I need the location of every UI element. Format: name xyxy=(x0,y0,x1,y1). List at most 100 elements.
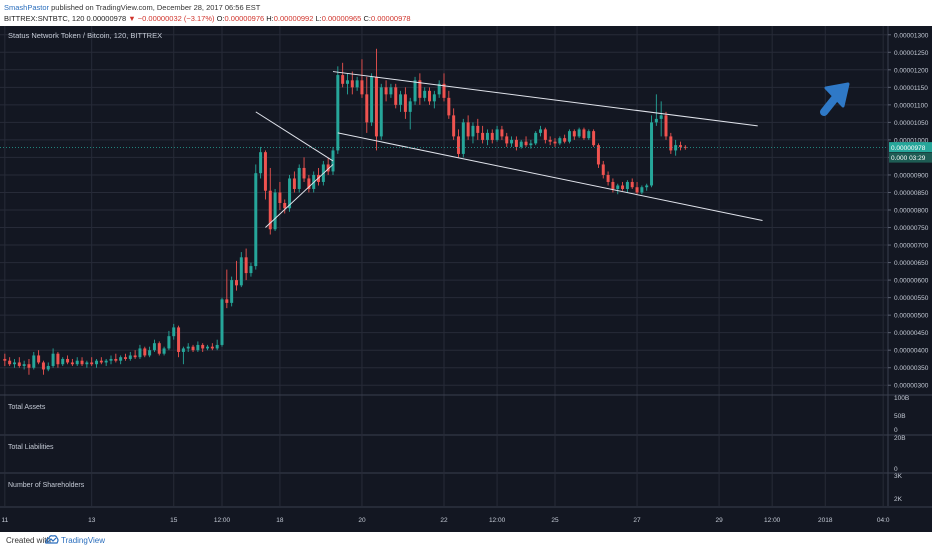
candle-body[interactable] xyxy=(558,138,562,144)
candle-body[interactable] xyxy=(592,131,596,146)
candle-body[interactable] xyxy=(8,360,12,365)
candle-body[interactable] xyxy=(548,139,552,142)
trendline[interactable] xyxy=(332,71,758,127)
candle-body[interactable] xyxy=(191,346,195,351)
trendline[interactable] xyxy=(337,132,763,222)
candle-body[interactable] xyxy=(379,87,383,137)
candle-body[interactable] xyxy=(437,83,441,95)
candle-body[interactable] xyxy=(143,348,147,356)
candle-body[interactable] xyxy=(167,336,171,349)
candle-body[interactable] xyxy=(128,355,132,359)
candle-body[interactable] xyxy=(273,192,277,230)
candle-body[interactable] xyxy=(119,357,123,361)
candle-body[interactable] xyxy=(654,118,658,123)
candle-body[interactable] xyxy=(225,299,229,303)
candle-body[interactable] xyxy=(302,167,306,179)
price-axis[interactable]: 0.00001300 0.00001250 0.00001200 0.00001150… xyxy=(887,26,932,506)
candle-body[interactable] xyxy=(114,358,118,361)
candle-body[interactable] xyxy=(215,344,219,349)
candle-body[interactable] xyxy=(650,122,654,186)
candle-body[interactable] xyxy=(148,350,152,356)
candle-body[interactable] xyxy=(288,178,292,209)
candle-body[interactable] xyxy=(345,80,349,84)
candle-body[interactable] xyxy=(283,202,287,209)
chart-area[interactable]: Status Network Token / Bitcoin, 120, BIT… xyxy=(0,26,932,532)
candle-body[interactable] xyxy=(172,327,176,337)
candle-body[interactable] xyxy=(408,101,412,112)
candle-body[interactable] xyxy=(529,143,533,146)
candle-body[interactable] xyxy=(428,90,432,102)
candle-body[interactable] xyxy=(635,187,639,193)
candle-body[interactable] xyxy=(514,139,518,147)
candle-body[interactable] xyxy=(572,131,576,137)
candle-body[interactable] xyxy=(75,360,79,365)
candles[interactable] xyxy=(3,48,687,375)
candle-body[interactable] xyxy=(307,178,311,189)
candle-body[interactable] xyxy=(206,346,210,349)
price-chart[interactable]: Status Network Token / Bitcoin, 120, BIT… xyxy=(0,26,932,532)
candle-body[interactable] xyxy=(659,115,663,119)
candle-body[interactable] xyxy=(399,94,403,105)
candle-body[interactable] xyxy=(234,280,238,286)
candle-body[interactable] xyxy=(104,360,108,363)
candle-body[interactable] xyxy=(418,80,422,98)
candle-body[interactable] xyxy=(630,181,634,188)
tradingview-link[interactable]: TradingView xyxy=(61,536,106,545)
candle-body[interactable] xyxy=(177,327,181,352)
candle-body[interactable] xyxy=(432,94,436,102)
candle-body[interactable] xyxy=(678,145,682,147)
candle-body[interactable] xyxy=(109,358,113,361)
candle-body[interactable] xyxy=(365,94,369,123)
candle-body[interactable] xyxy=(244,257,248,274)
candle-body[interactable] xyxy=(466,122,470,137)
candle-body[interactable] xyxy=(664,115,668,137)
candle-body[interactable] xyxy=(181,348,185,352)
candle-body[interactable] xyxy=(162,348,166,354)
candle-body[interactable] xyxy=(490,132,494,140)
candle-body[interactable] xyxy=(543,129,547,140)
candle-body[interactable] xyxy=(85,362,89,365)
candle-body[interactable] xyxy=(519,141,523,147)
candle-body[interactable] xyxy=(461,122,465,154)
candle-body[interactable] xyxy=(370,76,374,123)
candle-body[interactable] xyxy=(196,344,200,351)
trendlines[interactable] xyxy=(255,71,763,228)
candle-body[interactable] xyxy=(567,131,571,142)
candle-body[interactable] xyxy=(481,132,485,140)
candle-body[interactable] xyxy=(495,129,499,140)
candle-body[interactable] xyxy=(587,131,591,139)
candle-body[interactable] xyxy=(278,192,282,203)
candle-body[interactable] xyxy=(336,75,340,151)
candle-body[interactable] xyxy=(326,164,330,172)
candle-body[interactable] xyxy=(37,355,41,363)
candle-body[interactable] xyxy=(539,129,543,133)
candle-body[interactable] xyxy=(201,344,205,349)
candle-body[interactable] xyxy=(616,185,620,189)
candle-body[interactable] xyxy=(553,141,557,144)
author-link[interactable]: SmashPastor xyxy=(4,3,50,12)
candle-body[interactable] xyxy=(70,362,74,365)
candle-body[interactable] xyxy=(41,362,45,370)
candle-body[interactable] xyxy=(61,358,65,365)
candle-body[interactable] xyxy=(505,136,509,144)
candle-body[interactable] xyxy=(95,360,99,365)
candle-body[interactable] xyxy=(268,190,272,230)
candle-body[interactable] xyxy=(157,343,161,354)
candle-body[interactable] xyxy=(123,357,127,359)
candle-body[interactable] xyxy=(133,355,137,358)
candle-body[interactable] xyxy=(534,132,538,144)
candle-body[interactable] xyxy=(577,129,581,137)
candle-body[interactable] xyxy=(471,125,475,137)
candle-body[interactable] xyxy=(596,145,600,165)
candle-body[interactable] xyxy=(12,362,16,365)
trendline[interactable] xyxy=(255,111,334,162)
candle-body[interactable] xyxy=(56,353,60,365)
candle-body[interactable] xyxy=(263,152,267,191)
candle-body[interactable] xyxy=(80,360,84,365)
candle-body[interactable] xyxy=(456,136,460,154)
candle-body[interactable] xyxy=(611,181,615,189)
candle-body[interactable] xyxy=(442,83,446,98)
candle-body[interactable] xyxy=(138,348,142,358)
candle-body[interactable] xyxy=(341,75,345,84)
candle-body[interactable] xyxy=(152,343,156,351)
